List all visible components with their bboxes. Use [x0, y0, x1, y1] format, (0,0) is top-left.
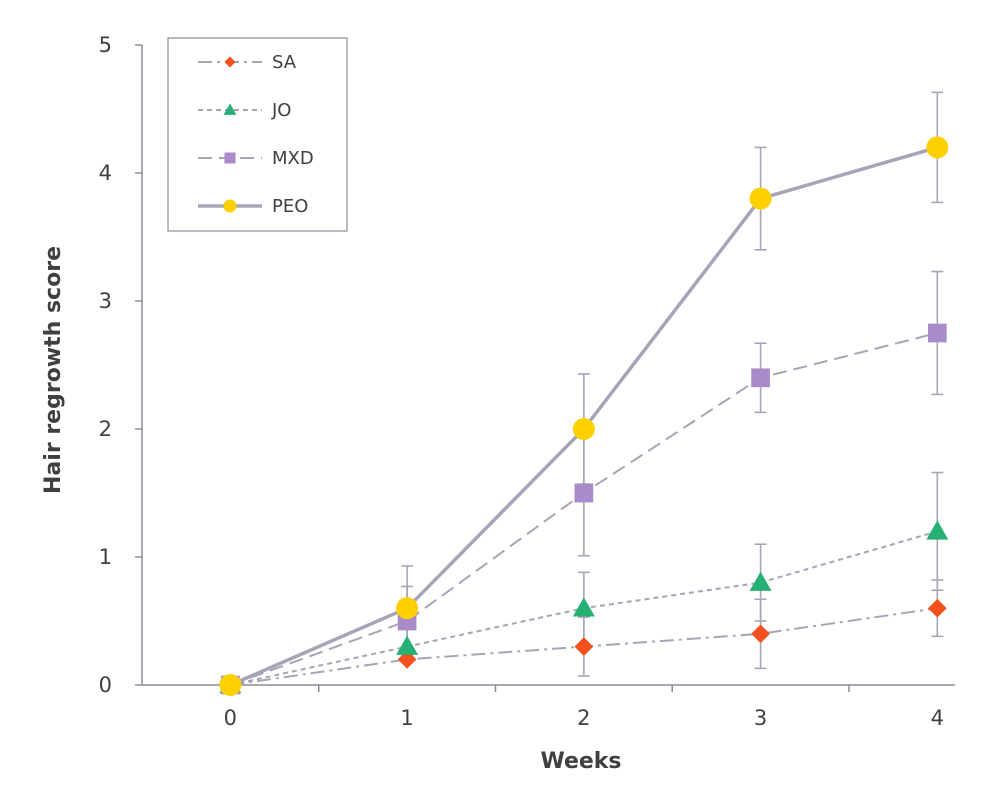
- marker-peo: [572, 418, 595, 440]
- y-tick-label: 1: [99, 545, 112, 569]
- marker-jo: [572, 597, 595, 617]
- y-tick-label: 0: [99, 673, 112, 697]
- y-tick-label: 2: [99, 417, 112, 441]
- x-tick-label: 2: [577, 706, 590, 730]
- marker-peo: [396, 597, 419, 620]
- marker-sa: [574, 637, 594, 656]
- x-tick-label: 3: [754, 706, 767, 730]
- legend-marker-jo: [223, 103, 237, 115]
- legend-label-peo: PEO: [272, 196, 308, 217]
- legend-label-mxd: MXD: [272, 148, 314, 169]
- marker-mxd: [927, 323, 947, 343]
- x-tick-label: 4: [931, 706, 944, 730]
- legend-box: [167, 37, 348, 232]
- legend-label-jo: JO: [271, 100, 291, 121]
- y-axis-title: Hair regrowth score: [41, 246, 66, 494]
- error-bars: [401, 91, 944, 677]
- y-tick-label: 4: [99, 161, 112, 185]
- marker-peo: [749, 187, 772, 210]
- marker-sa: [397, 650, 417, 669]
- marker-peo: [926, 136, 949, 159]
- marker-sa: [927, 598, 947, 618]
- y-tick-label: 5: [99, 33, 112, 57]
- x-tick-label: 0: [224, 706, 237, 730]
- y-tick-label: 3: [99, 289, 112, 313]
- marker-mxd: [751, 368, 770, 388]
- legend: SA JO MXD PEO: [167, 37, 348, 232]
- marker-mxd: [574, 483, 594, 503]
- axes: 0 1 2 3 4 5 0 1 2 3 4: [99, 33, 955, 730]
- marker-jo: [926, 520, 949, 540]
- legend-marker-sa: [224, 56, 236, 68]
- legend-marker-peo: [223, 199, 237, 213]
- legend-label-sa: SA: [272, 52, 297, 73]
- marker-jo: [749, 571, 772, 591]
- marker-jo: [396, 635, 419, 655]
- x-axis-title: Weeks: [540, 749, 621, 774]
- marker-peo: [219, 674, 242, 696]
- x-tick-label: 1: [400, 706, 413, 730]
- legend-marker-mxd: [224, 152, 236, 164]
- marker-sa: [751, 624, 770, 644]
- markers: [219, 136, 949, 696]
